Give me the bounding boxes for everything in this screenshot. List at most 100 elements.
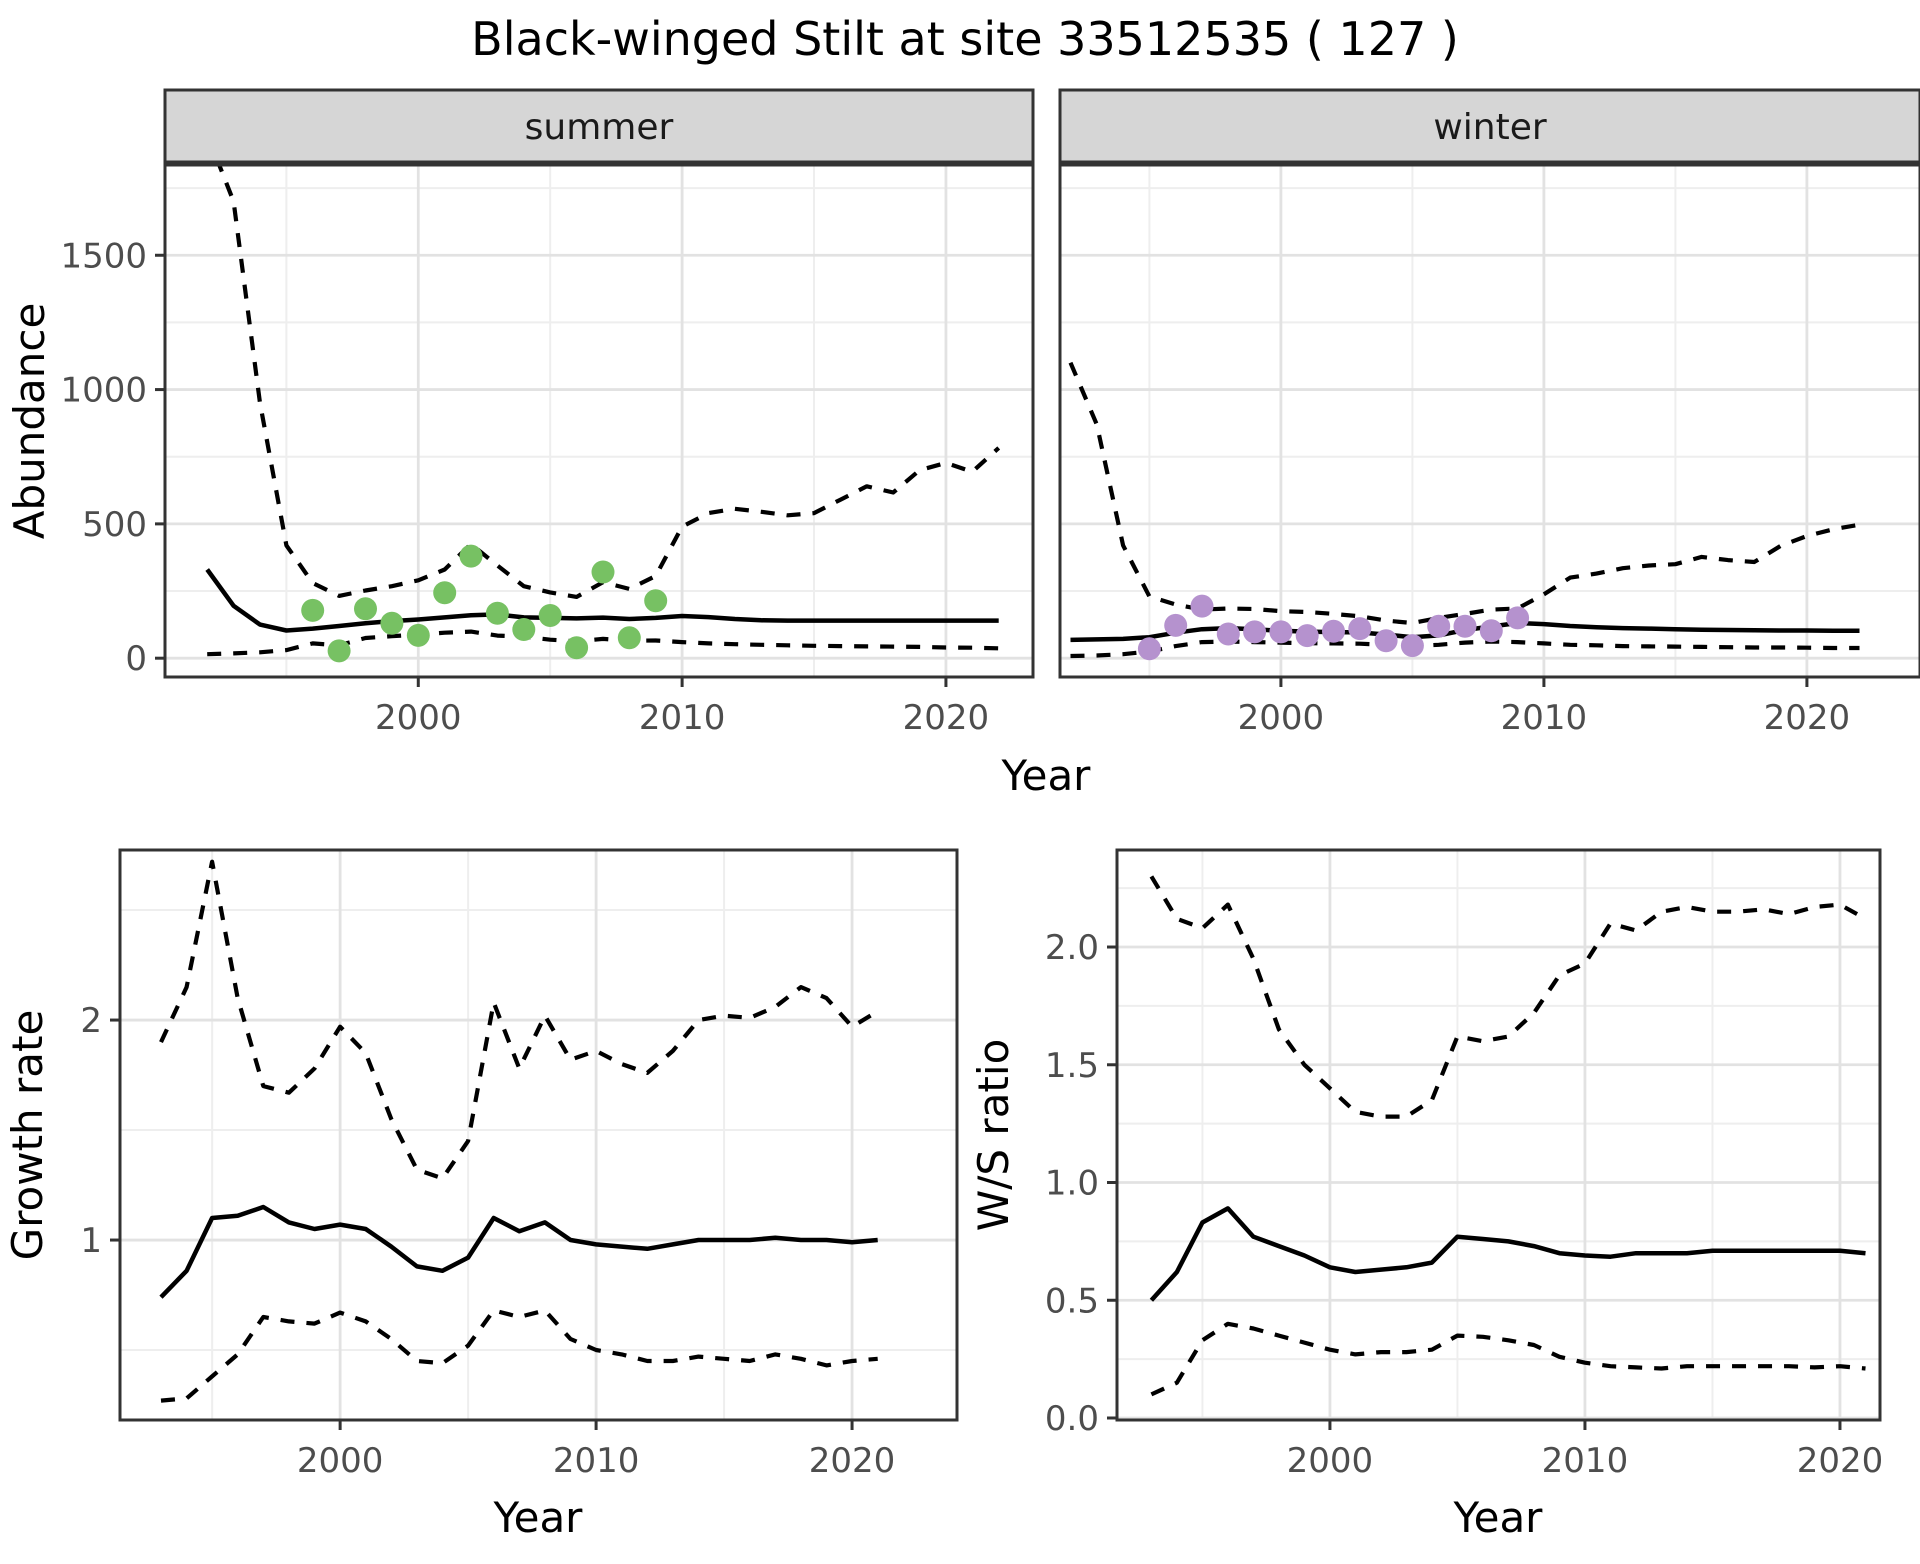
data-point [327,639,351,663]
series-ci_upper_97_5-line [159,859,879,1181]
x-tick-label: 2020 [903,698,990,738]
facet-strip-summer: summer [163,88,1035,164]
y-tick-label: 0 [125,639,147,679]
x-tick-label: 2020 [809,1441,896,1481]
data-point [380,611,404,635]
data-point [538,604,562,627]
gridlines-minor [165,165,1033,677]
panel-winter: 2000 2010 2020 [1058,163,1920,738]
series-median-line [1149,1206,1866,1302]
data-point [1322,619,1345,643]
abundance-axis-title: Abundance [5,303,54,540]
page-title: Black-winged Stilt at site 33512535 ( 12… [471,12,1459,66]
x-tick-label: 2010 [639,698,726,738]
ws-ratio-axis-title: W/S ratio [969,1039,1018,1232]
data-point [1374,629,1398,653]
data-point [1453,614,1477,638]
observed-counts-summer [301,544,668,663]
x-tick-label: 2010 [553,1441,640,1481]
axis-ticks-and-labels: 2000 2010 2020 1 2 [80,1001,895,1481]
series-ci_lower_2_5-line [1150,1321,1866,1397]
axis-ticks-and-labels: 2000 2010 2020 [1238,677,1851,738]
data-point [1137,637,1161,661]
y-tick-label: 0.5 [1045,1281,1099,1321]
axis-ticks-and-labels: 2000 2010 2020 0.0 0.5 1.0 1.5 2.0 [1045,928,1883,1481]
panel-border [1058,163,1920,679]
data-point [433,581,457,605]
facet-strip-winter-label: winter [1433,107,1547,148]
y-tick-label: 1.0 [1045,1164,1099,1204]
y-tick-label: 1500 [60,236,147,276]
x-tick-label: 2020 [1797,1441,1884,1481]
series-ci_upper_97_5-line [1068,361,1860,626]
facet-strip-winter: winter [1058,88,1920,164]
gridlines-minor [1060,165,1920,677]
data-point [1243,620,1267,644]
data-point [1216,622,1240,646]
data-point [1295,624,1319,648]
y-tick-label: 1 [80,1221,102,1261]
growth-year-axis-title: Year [493,1493,584,1542]
top-year-axis-title: Year [1001,751,1092,800]
data-point [512,618,536,641]
panel-background [165,165,1033,677]
y-tick-label: 0.0 [1045,1399,1099,1439]
y-tick-label: 2.0 [1045,928,1099,968]
panel-border [1115,848,1882,1422]
observed-counts-winter [1137,594,1530,661]
panel-summer: 2000 2010 2020 0 500 1000 1500 [60,163,1035,738]
data-point [1348,617,1372,641]
ws-year-axis-title: Year [1453,1493,1544,1542]
data-point [1269,620,1293,644]
facet-strip-summer-label: summer [525,107,674,148]
x-tick-label: 2000 [297,1441,384,1481]
x-tick-label: 2000 [1287,1441,1374,1481]
data-point [1427,614,1451,638]
gridlines-minor [120,850,957,1420]
data-point [1479,619,1503,643]
series-lines [1149,875,1867,1397]
series-median-line [205,568,999,633]
y-tick-label: 2 [80,1001,102,1041]
gridlines-major [1060,165,1920,677]
y-tick-label: 500 [82,505,147,545]
data-point [485,601,509,625]
x-tick-label: 2000 [375,698,462,738]
panel-background [1060,165,1920,677]
panel-background [120,850,957,1420]
data-point [459,544,483,568]
x-tick-label: 2020 [1764,698,1851,738]
panel-ws-ratio: 2000 2010 2020 0.0 0.5 1.0 1.5 2.0 [1045,848,1883,1481]
data-point [301,598,325,622]
y-tick-label: 1000 [60,371,147,411]
series-ci_lower_2_5-line [1070,639,1860,659]
panel-background [1117,850,1880,1420]
x-tick-label: 2010 [1542,1441,1629,1481]
growth-rate-axis-title: Growth rate [3,1010,52,1261]
data-point [406,623,430,647]
series-lines [159,859,879,1403]
data-point [565,636,589,660]
data-point [354,597,377,621]
data-point [591,560,615,584]
series-median-line [159,1204,878,1299]
x-tick-label: 2000 [1238,698,1325,738]
gridlines-major [1117,850,1880,1420]
data-point [1190,594,1214,618]
x-tick-label: 2010 [1501,698,1588,738]
gridlines-major [165,165,1033,677]
panel-border [163,163,1035,679]
data-point [1400,634,1424,658]
panel-growth-rate: 2000 2010 2020 1 2 [80,848,959,1481]
panel-border [118,848,959,1422]
series-ci_upper_97_5-line [1149,875,1867,1119]
axis-ticks-and-labels: 2000 2010 2020 0 500 1000 1500 [60,236,989,738]
gridlines-major [120,850,957,1420]
data-point [1506,606,1530,630]
data-point [1164,613,1188,637]
y-tick-label: 1.5 [1045,1046,1099,1086]
data-point [617,626,641,650]
